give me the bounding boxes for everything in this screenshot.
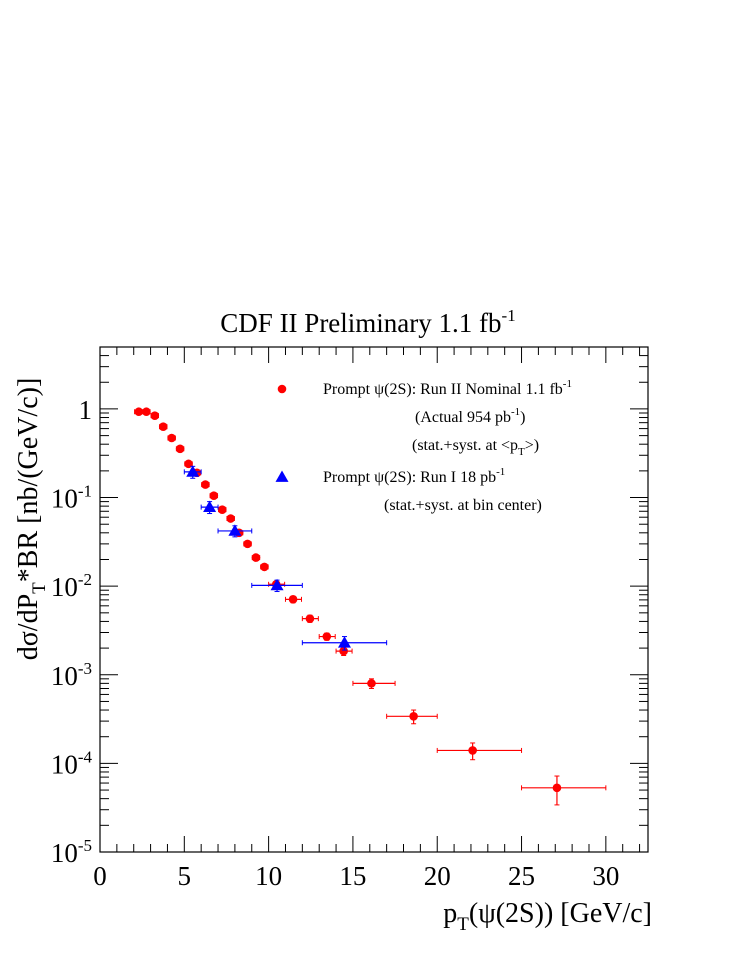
data-point [409,711,418,721]
y-tick-label: 10-4 [51,747,93,779]
data-point [305,614,315,623]
data-point [201,480,210,489]
y-tick-label: 10-2 [51,570,92,602]
chart-title: CDF II Preliminary 1.1 fb-1 [220,306,515,338]
legend-note: (stat.+syst. at bin center) [384,497,542,514]
data-point [175,444,185,454]
data-point [337,636,351,648]
legend-note: (stat.+syst. at <pT>) [412,437,539,458]
axis-ticks [99,346,648,853]
data-point [288,595,298,604]
legend-note: (Actual 954 pb-1) [415,406,525,426]
series-run-i [183,465,388,651]
plot-border [99,346,649,853]
data-point [186,465,200,477]
data-point [322,632,332,641]
x-tick-label: 15 [339,861,366,891]
data-point [339,646,348,656]
y-tick-label: 10-3 [51,659,92,691]
data-point [167,433,176,443]
legend-label: Prompt ψ(2S): Run I 18 pb-1 [323,466,505,486]
legend-label: Prompt ψ(2S): Run II Nominal 1.1 fb-1 [323,378,572,398]
data-point [217,505,227,514]
y-tick-label: 10-1 [51,482,92,514]
data-point [142,407,151,417]
series-run-ii [134,407,607,806]
data-point [367,679,376,688]
data-point [184,459,193,469]
x-tick-label: 25 [508,861,535,891]
y-tick-label: 1 [79,395,93,425]
data-point [209,491,219,500]
data-point [150,411,160,420]
data-points [134,407,607,806]
legend: Prompt ψ(2S): Run II Nominal 1.1 fb-1 (Ac… [275,378,572,514]
y-tick-label: 10-5 [51,836,92,868]
data-point [243,539,252,549]
data-point [158,422,168,432]
y-axis-label: dσ/dPT*BR [nb/(GeV/c)] [13,378,50,661]
x-tick-label: 5 [178,861,192,891]
x-tick-label: 0 [93,861,107,891]
plot-frame [99,346,649,853]
data-point [468,746,477,755]
axis-tick-labels: 0 5 10 15 20 25 30 1 10-1 10-2 10-3 10-4 10-5 [51,395,620,891]
data-point [260,562,269,572]
data-point [203,500,217,512]
x-tick-label: 10 [255,861,282,891]
data-point [228,524,242,536]
x-tick-label: 30 [592,861,619,891]
x-tick-label: 20 [424,861,451,891]
legend-marker-run-i [275,470,289,482]
x-axis-label: pT(ψ(2S)) [GeV/c] [443,898,652,935]
legend-marker-run-ii [277,384,287,394]
data-point [134,407,144,417]
data-point [270,578,284,591]
data-point [552,783,562,793]
data-point [226,514,235,523]
data-point [251,553,261,562]
